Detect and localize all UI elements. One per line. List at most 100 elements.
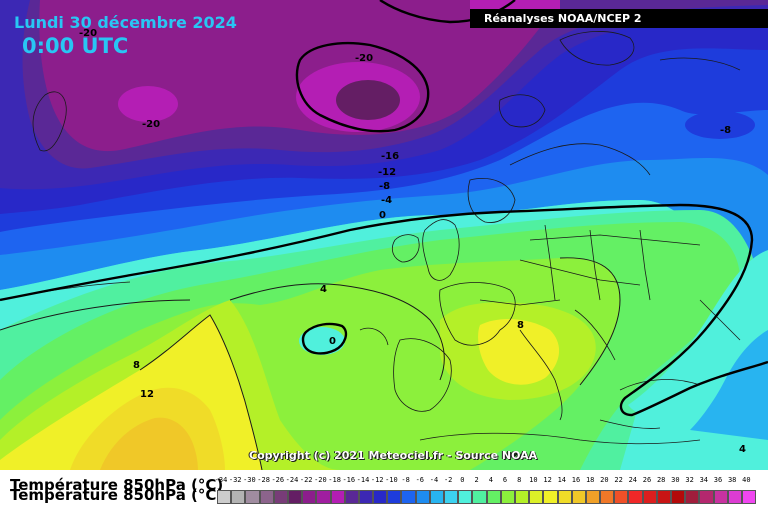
scale-swatch-gold bbox=[557, 490, 572, 504]
cell-cyan-west bbox=[299, 327, 345, 355]
copyright-notice: Copyright (c) 2021 Meteociel.fr - Source… bbox=[249, 449, 538, 462]
contour-label: 4 bbox=[320, 284, 327, 295]
cell-purple-top bbox=[470, 0, 560, 9]
cell-magenta-west bbox=[118, 86, 178, 122]
isotherm-thin-3 bbox=[559, 257, 621, 386]
contour-label: 0 bbox=[329, 336, 336, 347]
scale-swatch-violet-blue bbox=[358, 490, 374, 504]
scale-label: 10 bbox=[529, 476, 538, 484]
scale-swatch-lime bbox=[500, 490, 515, 504]
scale-swatch-orange-red bbox=[614, 490, 629, 504]
scale-swatch-pink-purple bbox=[713, 490, 728, 504]
scale-label: -26 bbox=[271, 476, 285, 484]
scale-label: 22 bbox=[614, 476, 623, 484]
scale-swatch-orange bbox=[600, 490, 615, 504]
scale-swatch-plum-dark bbox=[287, 490, 303, 504]
time-title: 0:00 UTC bbox=[22, 34, 129, 58]
scale-swatch-indigo bbox=[344, 490, 359, 504]
scale-label: -10 bbox=[385, 476, 398, 484]
scale-label: 0 bbox=[460, 476, 465, 484]
contour-label: 8 bbox=[517, 320, 524, 331]
scale-label: -34 bbox=[214, 476, 228, 484]
scale-swatch-plum bbox=[273, 490, 288, 504]
scale-swatch-amber bbox=[571, 490, 586, 504]
scale-swatch-turquoise bbox=[458, 490, 473, 504]
scale-swatch-red bbox=[628, 490, 643, 504]
band-sky-east bbox=[690, 330, 768, 440]
cell-blue-northeast bbox=[685, 111, 755, 139]
scale-label: 40 bbox=[742, 476, 751, 484]
contour-label: -8 bbox=[720, 125, 731, 136]
scale-swatch-grey bbox=[231, 490, 246, 504]
coastlines bbox=[0, 31, 741, 445]
scale-label: -24 bbox=[285, 476, 299, 484]
isotherm-minus20-main bbox=[295, 41, 430, 133]
isotherm-zero-west-cell bbox=[301, 322, 348, 355]
scale-swatch-orchid bbox=[727, 490, 742, 504]
scale-swatch-orange-light bbox=[585, 490, 601, 504]
contour-lines-thin bbox=[0, 257, 621, 470]
scale-label: -18 bbox=[328, 476, 341, 484]
map-canvas: -20 -20 -20 -16 -12 -8 -4 0 -8 4 0 8 12 … bbox=[0, 0, 768, 470]
scale-label: 28 bbox=[656, 476, 666, 484]
color-scale: -34 -32 -30 -28 -26 -24 -22 -20 -18 -16 -14 -12 -10-… bbox=[213, 476, 757, 510]
contour-label: -20 bbox=[79, 28, 97, 39]
scale-label: 4 bbox=[488, 476, 493, 484]
scale-swatch-crimson bbox=[656, 490, 671, 504]
contour-label: 0 bbox=[379, 210, 386, 221]
scale-swatch-magenta bbox=[330, 490, 345, 504]
scale-swatch-yellow bbox=[543, 490, 558, 504]
scale-label: -2 bbox=[443, 476, 453, 484]
scale-label: 24 bbox=[628, 476, 638, 484]
scale-swatch-wine bbox=[685, 490, 700, 504]
scale-swatch-raspberry bbox=[699, 490, 714, 504]
variable-title: Température 850hPa (°C) bbox=[10, 476, 224, 494]
scale-label: 26 bbox=[642, 476, 652, 484]
isotherm-zero bbox=[0, 203, 768, 417]
scale-swatch-mauve bbox=[259, 490, 274, 504]
contour-label: -20 bbox=[355, 53, 373, 64]
variable-title-shadow: Température 850hPa (°C) bbox=[10, 486, 224, 504]
source-label: Réanalyses NOAA/NCEP 2 bbox=[470, 9, 768, 28]
scale-swatch-purple-dark bbox=[302, 490, 317, 504]
temperature-map: -20 -20 -20 -16 -12 -8 -4 0 -8 4 0 8 12 … bbox=[0, 0, 768, 470]
scale-swatch-mauve-light bbox=[245, 490, 260, 504]
scale-label: 18 bbox=[585, 476, 595, 484]
contour-label: 8 bbox=[133, 360, 140, 371]
scale-label: 36 bbox=[713, 476, 723, 484]
scale-swatch-chartreuse bbox=[529, 490, 544, 504]
scale-label: 2 bbox=[474, 476, 479, 484]
scale-label: -12 bbox=[370, 476, 384, 484]
scale-label: -8 bbox=[401, 476, 410, 484]
contour-label: -20 bbox=[142, 119, 160, 130]
scale-label: -4 bbox=[429, 476, 439, 484]
scale-label: 32 bbox=[685, 476, 694, 484]
contour-label: -4 bbox=[381, 195, 392, 206]
scale-swatch-aqua bbox=[444, 490, 459, 504]
scale-label: 20 bbox=[600, 476, 609, 484]
scale-swatch-maroon bbox=[671, 490, 686, 504]
scale-swatch-red-dark bbox=[642, 490, 657, 504]
scale-label: 30 bbox=[671, 476, 680, 484]
scale-label: 16 bbox=[571, 476, 581, 484]
scale-swatch-blue bbox=[387, 490, 402, 504]
scale-swatch-grey-light bbox=[217, 490, 232, 504]
scale-swatch-cyan bbox=[429, 490, 444, 504]
scale-boxes bbox=[217, 490, 757, 506]
scale-labels: -34 -32 -30 -28 -26 -24 -22 -20 -18 -16 -14 -12 -10-… bbox=[213, 476, 753, 488]
scale-swatch-purple bbox=[316, 490, 331, 504]
contour-label: 4 bbox=[739, 444, 746, 455]
scale-swatch-green bbox=[486, 490, 501, 504]
contour-label: -12 bbox=[378, 167, 396, 178]
scale-swatch-sky bbox=[415, 490, 430, 504]
scale-swatch-blue-mid bbox=[401, 490, 416, 504]
scale-label: -30 bbox=[243, 476, 256, 484]
cell-plum-center bbox=[336, 80, 400, 120]
scale-label: 8 bbox=[517, 476, 522, 484]
scale-label: 6 bbox=[502, 476, 508, 484]
contour-label: -8 bbox=[379, 181, 390, 192]
scale-label: -22 bbox=[299, 476, 313, 484]
contour-label: 12 bbox=[140, 389, 154, 400]
scale-label: 38 bbox=[727, 476, 737, 484]
scale-label: -6 bbox=[415, 476, 425, 484]
